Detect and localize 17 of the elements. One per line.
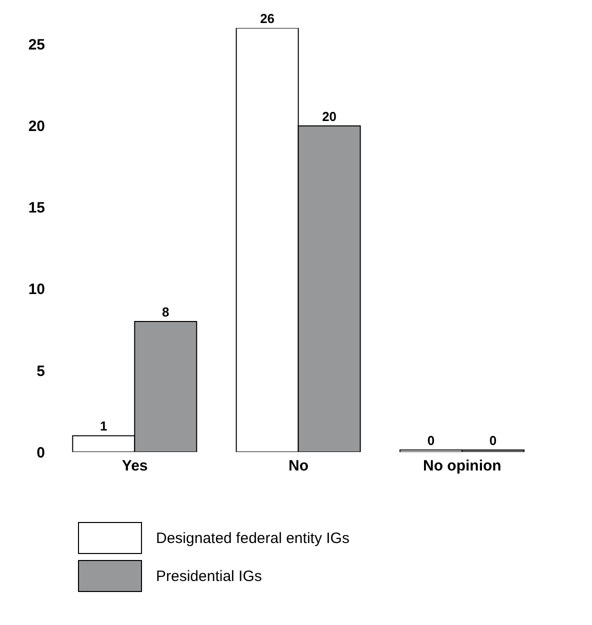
y-tick-label: 5 xyxy=(36,362,45,380)
y-tick-label: 0 xyxy=(36,444,45,462)
x-tick-label: Yes xyxy=(122,458,148,475)
y-tick-label: 10 xyxy=(28,281,45,298)
data-label: 0 xyxy=(427,433,435,448)
y-tick-label: 15 xyxy=(28,200,45,217)
data-label: 20 xyxy=(322,108,337,124)
y-tick-label: 25 xyxy=(28,36,45,54)
data-label: 8 xyxy=(162,304,170,320)
x-tick-label: No opinion xyxy=(423,458,502,475)
x-tick-label: No xyxy=(288,458,308,475)
legend-label: Designated federal entity IGs xyxy=(156,530,350,546)
y-tick-label: 20 xyxy=(28,118,45,136)
data-label: 26 xyxy=(260,11,275,26)
data-label: 0 xyxy=(489,433,497,448)
legend-label: Presidential IGs xyxy=(156,568,262,584)
data-label: 1 xyxy=(100,418,108,434)
